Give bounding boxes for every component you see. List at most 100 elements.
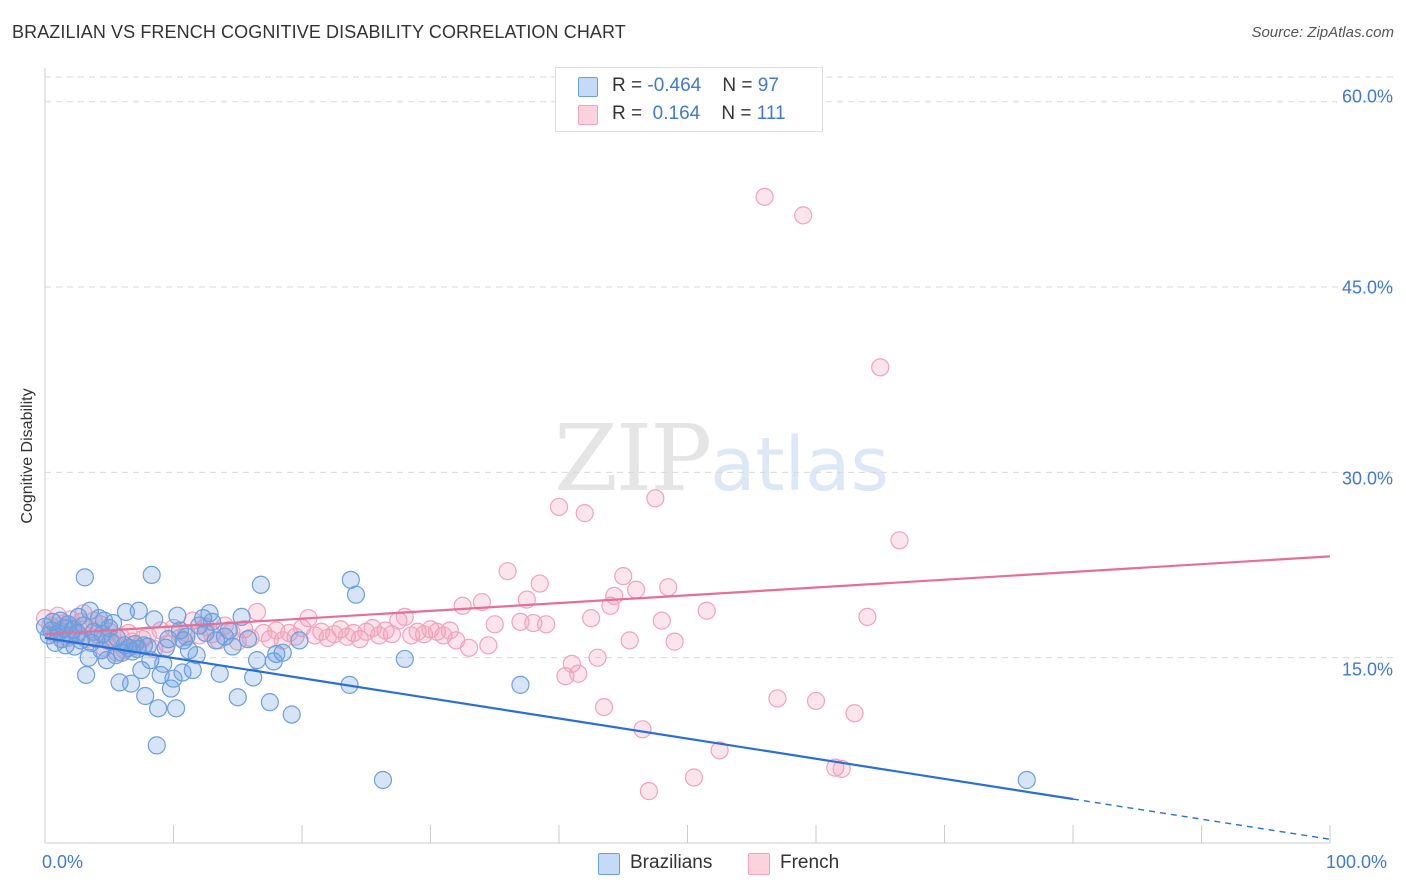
- brazilians-point: [104, 613, 123, 633]
- french-point: [755, 187, 774, 206]
- french-point: [659, 578, 678, 597]
- legend-swatch-brazilians: [578, 77, 598, 97]
- french-point: [652, 611, 671, 630]
- legend-n-value: 111: [756, 103, 786, 124]
- brazilians-point: [69, 607, 88, 627]
- french-point: [614, 567, 633, 586]
- french-trend-line: [44, 555, 1331, 636]
- french-point: [605, 586, 624, 606]
- brazilians-point: [136, 686, 155, 706]
- french-point: [858, 607, 877, 627]
- correlation-legend: R = -0.464 N = 97 R = 0.164 N = 111: [555, 67, 823, 132]
- french-point: [440, 621, 459, 640]
- brazilians-point: [145, 610, 164, 629]
- brazilians-point: [75, 568, 94, 587]
- brazilians-point: [166, 699, 186, 718]
- brazilians-point: [267, 644, 286, 664]
- brazilians-point: [164, 669, 183, 688]
- brazilians-point: [187, 646, 206, 665]
- brazilians-point: [395, 649, 414, 669]
- brazilians-point: [147, 736, 166, 755]
- french-point: [871, 358, 890, 377]
- brazilians-point: [43, 612, 62, 631]
- french-point: [845, 704, 864, 723]
- brazilians-point: [223, 637, 242, 656]
- french-point: [665, 632, 684, 651]
- brazilians-point: [132, 660, 151, 680]
- x-tick-label-min: 0.0%: [42, 852, 84, 872]
- brazilians-point: [260, 693, 279, 712]
- french-point: [562, 654, 581, 673]
- french-point: [890, 531, 909, 550]
- french-point: [832, 759, 851, 778]
- brazilians-point: [142, 565, 161, 585]
- brazilians-point: [219, 621, 238, 640]
- french-point: [697, 601, 716, 620]
- brazilians-point: [129, 601, 148, 620]
- chart-source: Source: ZipAtlas.com: [1251, 24, 1394, 41]
- watermark-zip: ZIP: [554, 405, 712, 512]
- french-point: [524, 613, 543, 633]
- brazilians-point: [110, 673, 129, 692]
- brazilians-point: [346, 585, 366, 604]
- french-point: [582, 609, 601, 628]
- legend-n-label: N =: [721, 103, 757, 124]
- bottom-legend-swatch-brazilians: [598, 853, 620, 875]
- french-point: [549, 497, 569, 517]
- french-point: [459, 638, 479, 657]
- brazilians-point: [244, 668, 263, 687]
- y-tick-label-45: 45.0%: [1341, 277, 1393, 298]
- brazilians-point: [238, 630, 258, 649]
- brazilians-point: [273, 643, 292, 662]
- bottom-legend-label-french: French: [780, 852, 840, 873]
- legend-r-value: -0.464: [647, 75, 702, 96]
- brazilians-point: [290, 631, 309, 650]
- french-point: [530, 574, 549, 593]
- french-point: [472, 592, 491, 612]
- grid-lines: [45, 76, 1393, 659]
- french-point: [498, 562, 517, 581]
- french-point: [569, 664, 588, 683]
- brazilians-point: [202, 612, 222, 631]
- brazilians-point: [116, 602, 136, 622]
- brazilians-point: [97, 651, 116, 670]
- french-point: [588, 648, 607, 667]
- french-point: [710, 741, 729, 760]
- watermark: ZIPatlas: [554, 405, 889, 512]
- french-point: [575, 504, 594, 523]
- legend-n-value: 97: [757, 75, 779, 96]
- french-point: [594, 697, 614, 717]
- brazilians-point: [148, 699, 168, 718]
- brazilians-point: [206, 631, 226, 650]
- brazilians-point: [177, 627, 196, 646]
- brazilians-point: [121, 674, 141, 693]
- legend-text-french: R = 0.164 N = 111: [612, 103, 786, 125]
- french-point: [511, 612, 530, 631]
- french-point: [646, 489, 665, 508]
- bottom-legend-label-brazilians: Brazilians: [630, 852, 713, 873]
- french-point: [485, 615, 504, 634]
- french-point: [768, 689, 787, 708]
- brazilians-point: [77, 665, 96, 685]
- y-tick-label-60: 60.0%: [1341, 86, 1393, 107]
- brazilians-point: [282, 705, 301, 724]
- french-point: [479, 636, 498, 655]
- brazilians-point: [247, 651, 267, 670]
- french-point: [537, 615, 556, 634]
- brazilians-point: [228, 688, 247, 707]
- brazilians-point: [373, 770, 393, 790]
- french-point: [794, 206, 813, 225]
- brazilians-point: [251, 575, 270, 594]
- legend-r-value: 0.164: [647, 103, 701, 124]
- legend-r-label: R =: [612, 75, 648, 96]
- watermark-atlas: atlas: [710, 422, 889, 508]
- french-point: [350, 630, 369, 649]
- trend-lines: [44, 555, 1331, 840]
- french-point: [806, 691, 826, 711]
- chart-title: BRAZILIAN VS FRENCH COGNITIVE DISABILITY…: [12, 22, 626, 42]
- x-tick-label-max: 100.0%: [1326, 852, 1388, 872]
- french-point: [620, 631, 639, 650]
- legend-r-label: R =: [612, 103, 648, 124]
- y-tick-label-30: 30.0%: [1341, 468, 1393, 489]
- axes: [44, 68, 1331, 844]
